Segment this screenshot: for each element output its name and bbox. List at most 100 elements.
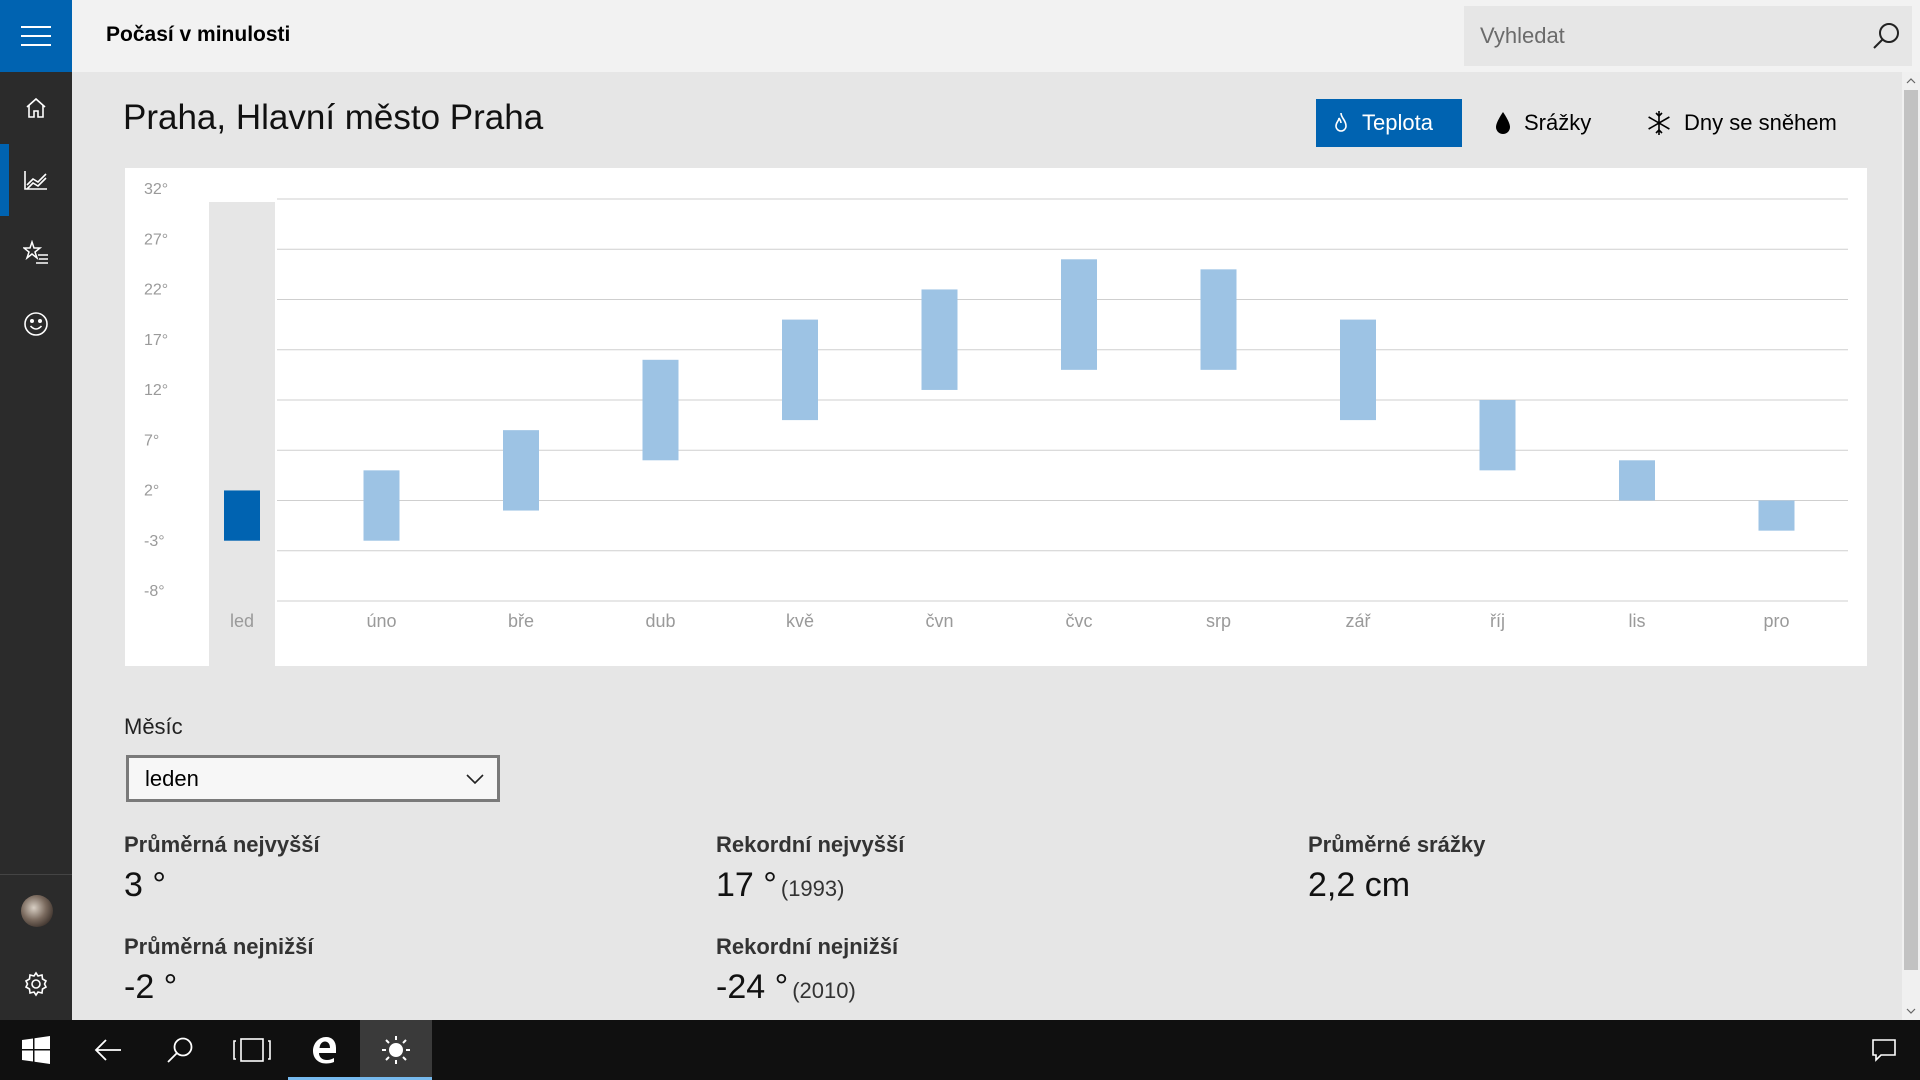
record-high-row: 17 ° (1993)	[716, 866, 844, 905]
star-list-icon	[23, 240, 48, 264]
x-category-label: pro	[1763, 611, 1789, 631]
record-low-year: (2010)	[792, 978, 856, 1003]
settings-button[interactable]	[0, 948, 72, 1020]
temperature-bar	[363, 470, 400, 541]
y-tick-label: 2°	[144, 483, 159, 500]
x-category-label: čvc	[1066, 611, 1093, 631]
action-center-button[interactable]	[1848, 1020, 1920, 1080]
snowflake-icon	[1648, 111, 1670, 135]
x-category-label: čvn	[925, 611, 953, 631]
search-icon	[1873, 23, 1899, 49]
temperature-bar	[921, 289, 958, 390]
taskbar	[0, 1020, 1920, 1080]
temperature-toggle-button[interactable]: Teplota	[1316, 99, 1462, 147]
weather-app-button[interactable]	[360, 1020, 432, 1080]
month-label: Měsíc	[124, 714, 183, 739]
nav-historical-weather-button[interactable]	[0, 144, 72, 216]
x-category-label: dub	[645, 611, 675, 631]
scroll-up-button[interactable]	[1902, 72, 1920, 90]
nav-favorites-button[interactable]	[0, 216, 72, 288]
nav-divider	[0, 874, 72, 875]
record-high-label: Rekordní nejvyšší	[716, 832, 905, 857]
hamburger-menu-button[interactable]	[0, 0, 72, 72]
x-category-label: srp	[1206, 611, 1231, 631]
search-box	[1464, 6, 1912, 66]
chevron-down-icon	[1906, 1008, 1916, 1014]
y-tick-label: 17°	[144, 332, 168, 349]
temperature-toggle-label: Teplota	[1362, 110, 1433, 135]
y-tick-label: 12°	[144, 382, 168, 399]
scroll-down-button[interactable]	[1902, 1002, 1920, 1020]
x-category-label: led	[230, 611, 254, 631]
avatar[interactable]	[21, 895, 53, 927]
precipitation-toggle-button[interactable]: Srážky	[1486, 99, 1616, 147]
month-dropdown[interactable]: leden	[126, 755, 500, 802]
temperature-bar	[503, 430, 539, 511]
record-high-year: (1993)	[780, 876, 845, 901]
smiley-icon	[24, 312, 48, 336]
task-view-button[interactable]	[216, 1020, 288, 1080]
nav-home-button[interactable]	[0, 72, 72, 144]
x-category-label: úno	[366, 611, 396, 631]
temperature-bar	[1061, 259, 1097, 370]
search-button[interactable]	[1868, 18, 1904, 54]
temperature-bar	[782, 319, 818, 421]
header-bar: Počasí v minulosti	[72, 0, 1920, 72]
avg-high-label: Průměrná nejvyšší	[124, 832, 320, 857]
y-tick-label: 32°	[144, 181, 168, 198]
action-center-icon	[1872, 1039, 1896, 1062]
y-tick-label: 7°	[144, 432, 159, 449]
scrollbar-thumb[interactable]	[1904, 90, 1918, 970]
weather-app-icon	[382, 1036, 410, 1064]
selected-month-column	[209, 202, 275, 666]
avg-high-value: 3 °	[124, 866, 166, 904]
edge-browser-button[interactable]	[288, 1020, 360, 1080]
x-category-label: říj	[1490, 611, 1505, 631]
home-icon	[26, 97, 46, 118]
temperature-bar	[1479, 400, 1516, 471]
task-view-icon	[233, 1038, 271, 1062]
vertical-scrollbar[interactable]	[1902, 72, 1920, 1020]
nav-rail	[0, 0, 72, 1020]
temperature-bar	[1200, 269, 1237, 370]
flame-icon	[1335, 112, 1347, 132]
temperature-bar	[1758, 500, 1795, 531]
nav-feedback-button[interactable]	[0, 288, 72, 360]
temperature-bar	[1619, 460, 1655, 501]
temperature-chart-panel: 32° 27° 22° 17° 12° 7° 2° -3° -8° led úno bře dub kvě…	[125, 168, 1867, 666]
temperature-bar	[224, 490, 260, 541]
y-tick-label: -8°	[144, 583, 165, 600]
y-tick-label: -3°	[144, 533, 165, 550]
record-low-row: -24 ° (2010)	[716, 968, 856, 1007]
avg-precip-value: 2,2 cm	[1308, 866, 1411, 904]
record-low-value: -24 °	[716, 968, 789, 1006]
temperature-range-chart: 32° 27° 22° 17° 12° 7° 2° -3° -8° led úno bře dub kvě…	[144, 181, 1848, 666]
back-icon	[94, 1039, 121, 1061]
gear-icon	[24, 971, 48, 997]
temperature-bar	[642, 359, 679, 461]
chevron-up-icon	[1906, 78, 1916, 84]
y-tick-label: 27°	[144, 231, 168, 248]
chevron-down-icon	[466, 774, 484, 785]
temperature-bar	[1340, 319, 1376, 421]
chart-icon	[24, 171, 47, 190]
record-high-value: 17 °	[716, 866, 777, 904]
back-button[interactable]	[72, 1020, 144, 1080]
windows-start-icon	[22, 1036, 50, 1064]
search-icon	[167, 1037, 193, 1063]
snow-days-toggle-button[interactable]: Dny se sněhem	[1638, 99, 1850, 147]
edge-icon	[313, 1037, 336, 1064]
x-category-label: bře	[508, 611, 534, 631]
record-low-label: Rekordní nejnižší	[716, 934, 899, 959]
search-input[interactable]	[1464, 6, 1854, 66]
hamburger-icon	[21, 26, 51, 46]
month-dropdown-value: leden	[145, 765, 199, 791]
y-tick-label: 22°	[144, 282, 168, 299]
x-category-label: lis	[1629, 611, 1646, 631]
precipitation-toggle-label: Srážky	[1524, 110, 1592, 135]
taskbar-search-button[interactable]	[144, 1020, 216, 1080]
snow-days-toggle-label: Dny se sněhem	[1684, 110, 1837, 135]
avg-low-value: -2 °	[124, 968, 178, 1006]
start-button[interactable]	[0, 1020, 72, 1080]
avg-precip-label: Průměrné srážky	[1308, 832, 1486, 857]
